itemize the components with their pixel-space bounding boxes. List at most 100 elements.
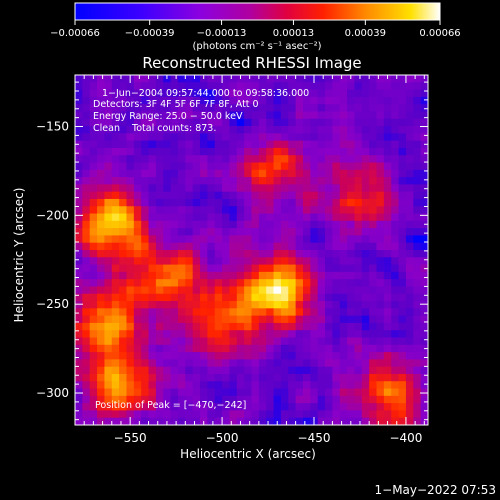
heatmap-cell (391, 155, 400, 164)
heatmap-cell (119, 140, 128, 149)
heatmap-cell (273, 410, 282, 419)
heatmap-cell (141, 410, 150, 419)
heatmap-cell (236, 301, 245, 309)
heatmap-cell (361, 308, 370, 317)
heatmap-cell (244, 366, 253, 375)
heatmap-cell (339, 82, 348, 91)
heatmap-cell (222, 126, 231, 134)
heatmap-cell (369, 126, 378, 134)
heatmap-cell (185, 366, 194, 375)
heatmap-cell (155, 315, 164, 324)
heatmap-cell (339, 286, 348, 295)
heatmap-cell (383, 206, 392, 215)
heatmap-cell (82, 410, 91, 419)
heatmap-cell (126, 337, 135, 346)
heatmap-cell (354, 140, 363, 149)
heatmap-cell (192, 352, 201, 360)
heatmap-cell (192, 257, 201, 266)
heatmap-cell (325, 162, 333, 171)
x-tick-label: −450 (298, 431, 331, 445)
heatmap-cell (148, 257, 157, 266)
heatmap-cell (391, 315, 400, 324)
heatmap-cell (192, 359, 201, 368)
heatmap-cell (236, 228, 245, 237)
heatmap-cell (369, 344, 378, 353)
heatmap-cell (310, 198, 319, 207)
heatmap-cell (200, 337, 208, 346)
heatmap-cell (310, 111, 319, 120)
heatmap-cell (89, 126, 98, 134)
heatmap-cell (332, 242, 341, 251)
heatmap-cell (420, 373, 428, 382)
heatmap-cell (325, 75, 333, 83)
heatmap-cell (288, 126, 297, 134)
heatmap-cell (111, 366, 120, 375)
heatmap-cell (192, 286, 201, 295)
heatmap-cell (185, 162, 194, 171)
heatmap-cell (236, 206, 245, 215)
heatmap-cell (163, 301, 172, 309)
heatmap-cell (310, 126, 319, 134)
heatmap-cell (398, 293, 407, 302)
heatmap-cell (325, 330, 333, 339)
heatmap-cell (148, 96, 157, 105)
heatmap-cell (347, 155, 356, 164)
heatmap-cell (244, 213, 253, 222)
heatmap-cell (273, 104, 282, 113)
heatmap-cell (310, 286, 319, 295)
heatmap-cell (222, 111, 231, 120)
heatmap-cell (244, 111, 253, 120)
heatmap-cell (82, 301, 91, 309)
heatmap-cell (111, 96, 120, 105)
heatmap-cell (347, 373, 356, 382)
heatmap-cell (89, 388, 98, 397)
heatmap-cell (119, 206, 128, 215)
heatmap-cell (398, 279, 407, 288)
heatmap-cell (222, 330, 231, 339)
heatmap-cell (155, 322, 164, 331)
heatmap-cell (347, 126, 356, 134)
heatmap-cell (89, 191, 98, 200)
heatmap-cell (420, 286, 428, 295)
heatmap-cell (288, 330, 297, 339)
heatmap-cell (361, 198, 370, 207)
heatmap-cell (347, 133, 356, 142)
heatmap-cell (119, 308, 128, 317)
heatmap-cell (89, 162, 98, 171)
heatmap-cell (405, 366, 414, 375)
heatmap-cell (332, 403, 341, 412)
heatmap-cell (111, 301, 120, 309)
heatmap-cell (104, 213, 113, 222)
heatmap-cell (75, 75, 83, 83)
heatmap-cell (354, 89, 363, 98)
heatmap-cell (185, 264, 194, 273)
heatmap-cell (207, 213, 216, 222)
heatmap-cell (302, 242, 311, 251)
heatmap-cell (354, 155, 363, 164)
heatmap-cell (317, 133, 326, 142)
heatmap-cell (420, 250, 428, 258)
heatmap-cell (310, 257, 319, 266)
heatmap-cell (200, 330, 208, 339)
heatmap-cell (361, 147, 370, 156)
heatmap-cell (177, 381, 186, 390)
heatmap-cell (207, 337, 216, 346)
heatmap-cell (177, 257, 186, 266)
heatmap-cell (273, 395, 282, 404)
heatmap-cell (280, 279, 289, 288)
heatmap-cell (141, 330, 150, 339)
heatmap-cell (317, 242, 326, 251)
heatmap-cell (89, 395, 98, 404)
heatmap-cell (229, 206, 238, 215)
heatmap-cell (420, 169, 428, 178)
heatmap-cell (126, 271, 135, 280)
heatmap-cell (273, 111, 282, 120)
heatmap-cell (82, 104, 91, 113)
heatmap-cell (391, 169, 400, 178)
heatmap-cell (75, 395, 83, 404)
heatmap-cell (288, 301, 297, 309)
heatmap-cell (273, 140, 282, 149)
heatmap-cell (310, 403, 319, 412)
heatmap-cell (251, 373, 260, 382)
heatmap-cell (361, 417, 370, 425)
